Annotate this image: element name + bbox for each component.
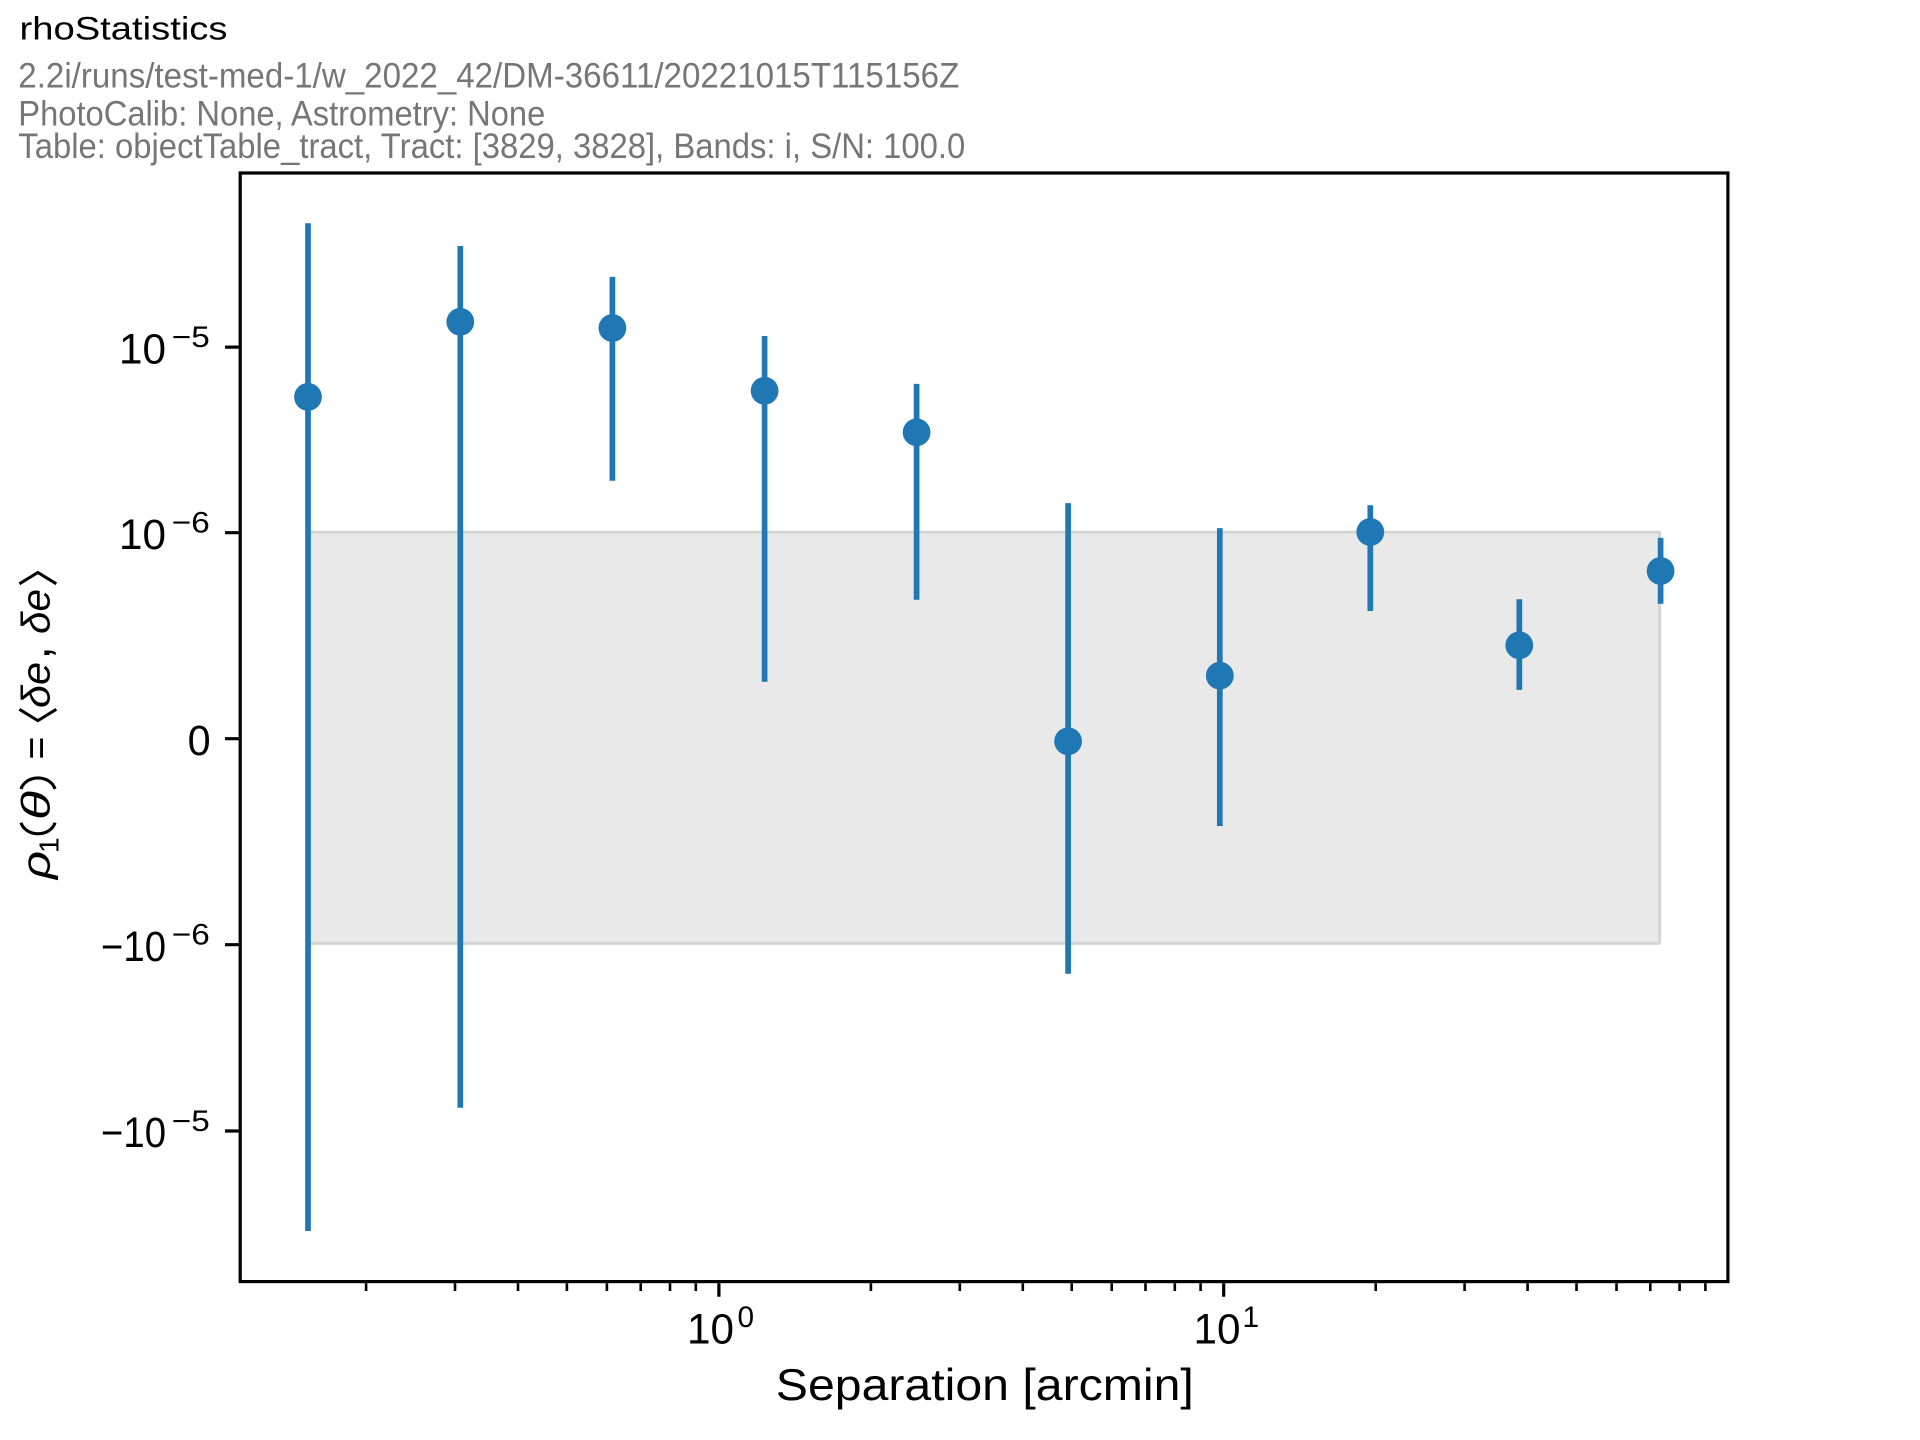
svg-text:−6: −6 bbox=[172, 919, 210, 952]
svg-text:10: 10 bbox=[119, 512, 166, 559]
svg-text:10: 10 bbox=[1194, 1306, 1241, 1353]
svg-text:θ: θ bbox=[15, 791, 59, 820]
svg-text:0: 0 bbox=[738, 1301, 755, 1334]
svg-text:=: = bbox=[15, 737, 59, 760]
svg-text:Table: objectTable_tract, Trac: Table: objectTable_tract, Tract: [3829, … bbox=[18, 127, 965, 166]
svg-text:rhoStatistics: rhoStatistics bbox=[20, 11, 228, 47]
svg-text:,: , bbox=[8, 646, 61, 659]
svg-text:2.2i/runs/test-med-1/w_2022_42: 2.2i/runs/test-med-1/w_2022_42/DM-36611/… bbox=[18, 56, 959, 95]
svg-text:−5: −5 bbox=[172, 321, 210, 354]
svg-text:1: 1 bbox=[1243, 1301, 1260, 1334]
svg-text:−6: −6 bbox=[172, 507, 210, 540]
svg-text:Separation [arcmin]: Separation [arcmin] bbox=[776, 1361, 1194, 1410]
svg-text:−5: −5 bbox=[172, 1105, 210, 1138]
svg-text:−10: −10 bbox=[101, 1110, 166, 1157]
svg-text:10: 10 bbox=[687, 1306, 734, 1353]
svg-text:δe: δe bbox=[15, 662, 59, 708]
svg-text:0: 0 bbox=[188, 718, 211, 765]
svg-text:−10: −10 bbox=[101, 924, 166, 971]
svg-text:1: 1 bbox=[34, 837, 65, 853]
svg-text:10: 10 bbox=[119, 326, 166, 373]
svg-text:δe: δe bbox=[15, 589, 59, 634]
svg-text:ρ: ρ bbox=[15, 851, 59, 880]
svg-text:PhotoCalib: None, Astrometry:: PhotoCalib: None, Astrometry: None bbox=[18, 95, 545, 134]
